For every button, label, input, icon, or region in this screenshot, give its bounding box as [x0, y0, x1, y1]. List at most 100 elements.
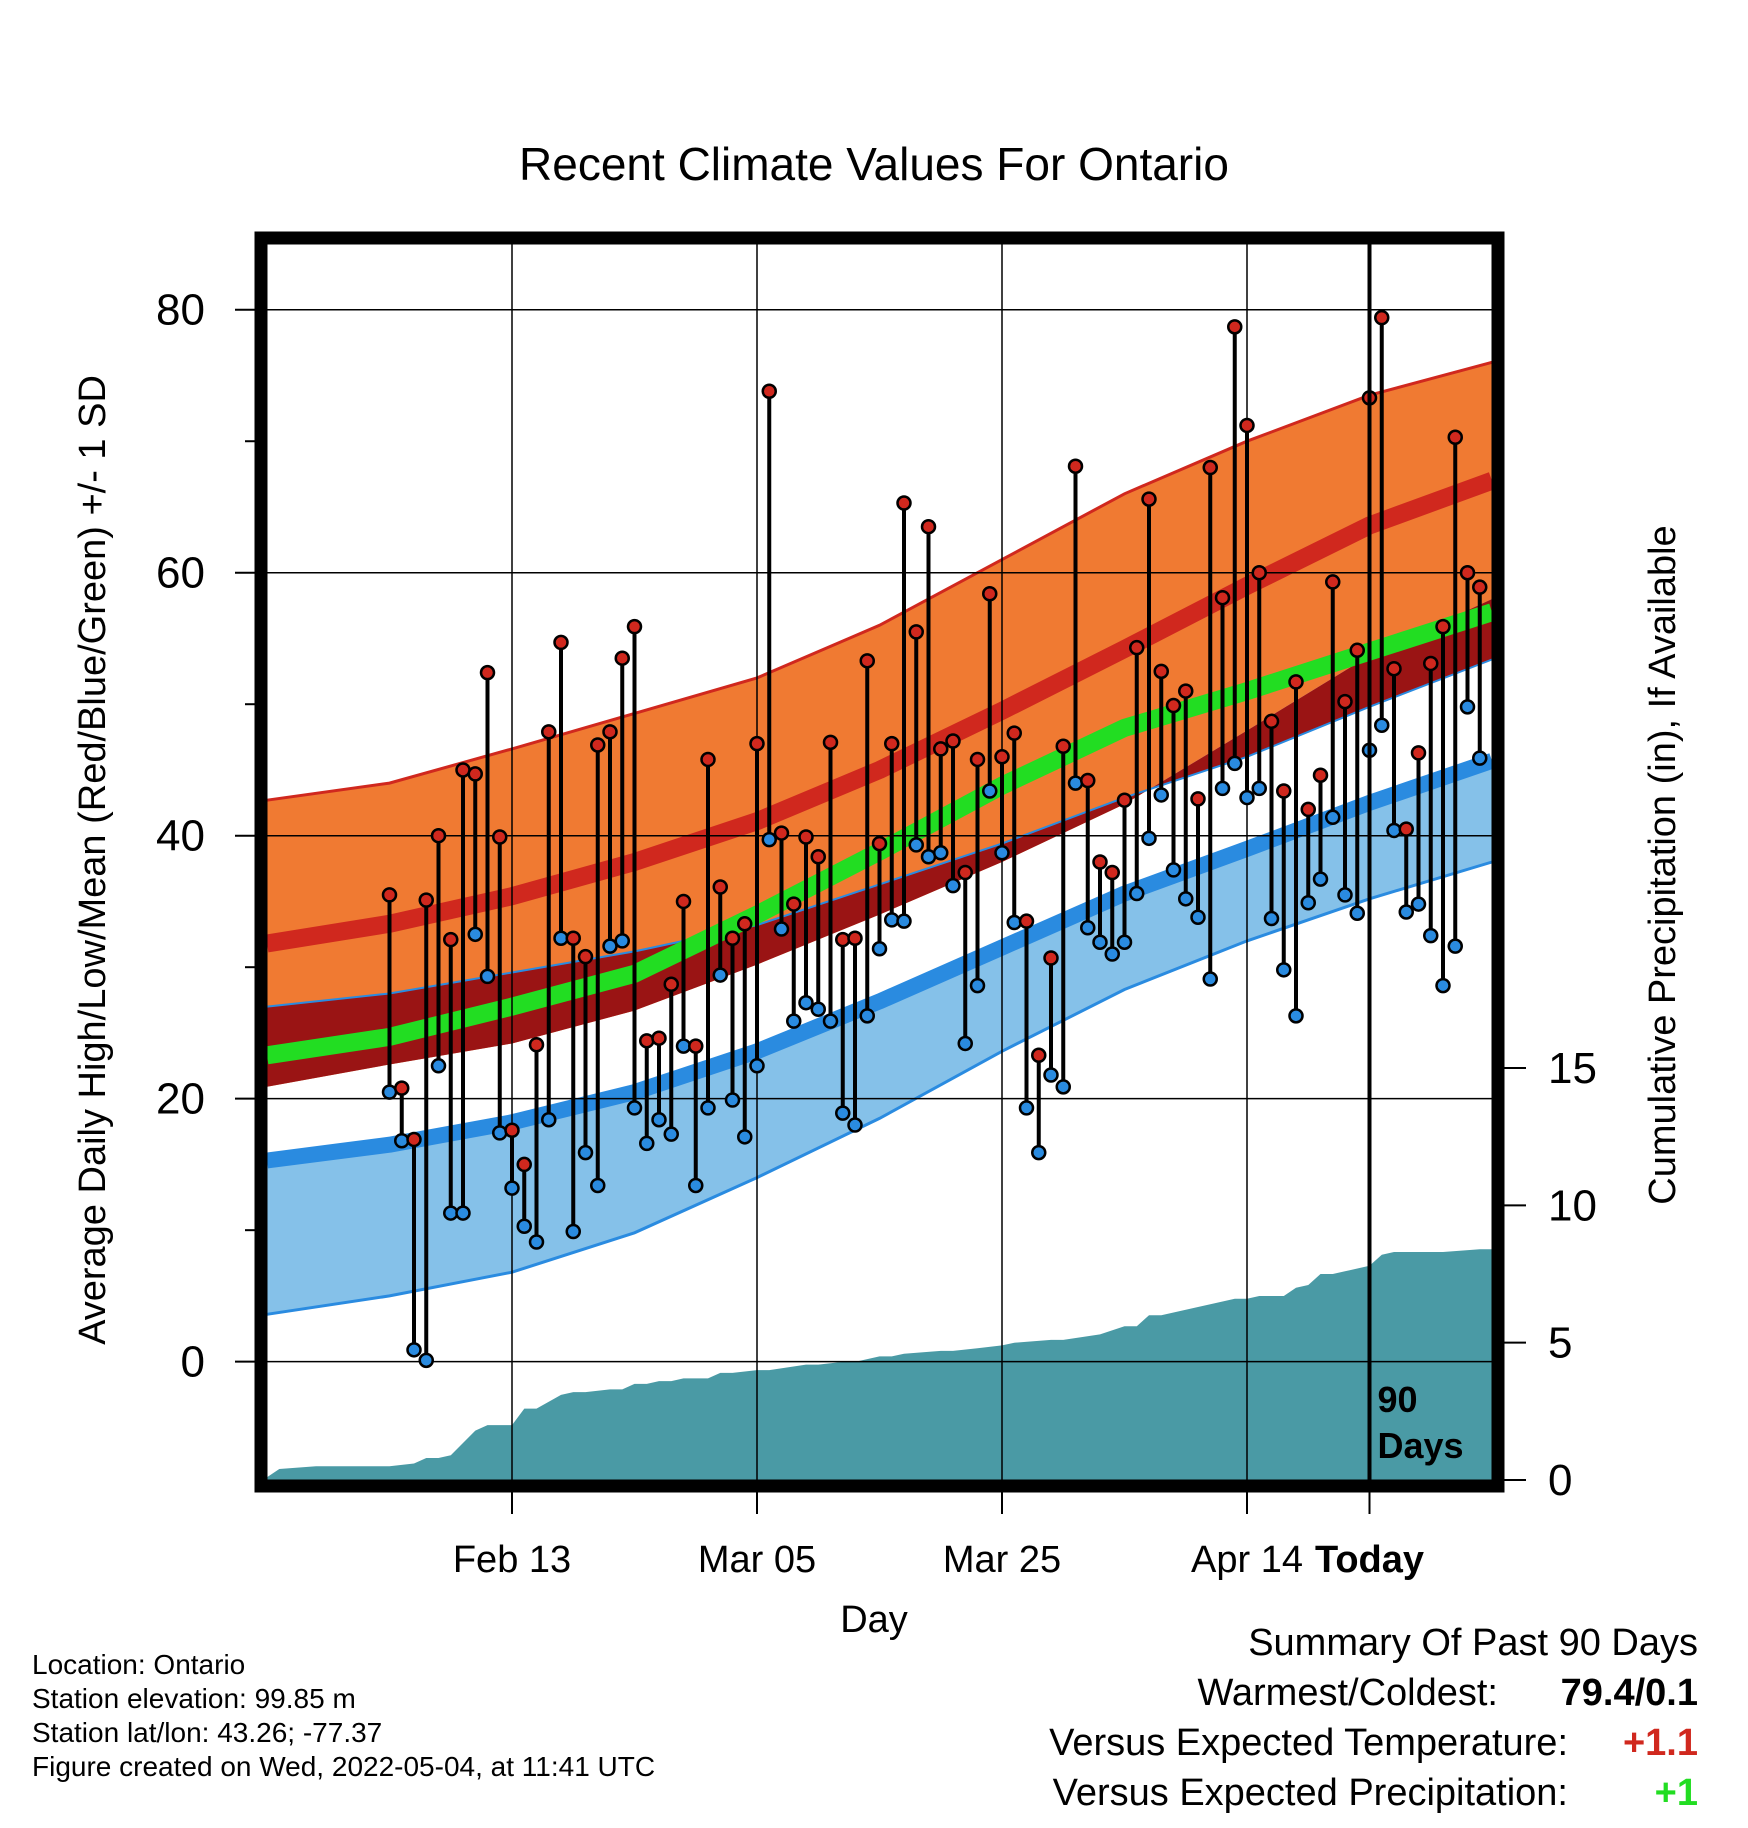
- high-point: [1116, 792, 1133, 808]
- low-point: [590, 1177, 606, 1194]
- y-tick-label: 80: [156, 286, 205, 335]
- high-point: [1104, 864, 1120, 881]
- high-point: [528, 1037, 545, 1053]
- precip-area: [267, 1249, 1492, 1480]
- low-point: [1435, 977, 1451, 994]
- y2-tick-label: 10: [1548, 1181, 1597, 1230]
- high-point: [871, 835, 888, 852]
- low-point: [1116, 934, 1133, 950]
- high-point: [933, 741, 949, 757]
- high-point: [1080, 772, 1096, 789]
- low-point: [406, 1342, 422, 1358]
- high-point: [663, 976, 679, 993]
- low-point: [1214, 780, 1231, 797]
- low-point: [1337, 887, 1353, 903]
- y-tick-label: 40: [156, 812, 205, 861]
- high-point: [1190, 791, 1206, 807]
- high-point: [920, 518, 937, 535]
- low-point: [737, 1129, 753, 1145]
- low-point: [577, 1144, 594, 1161]
- high-point: [1141, 491, 1157, 507]
- high-point: [492, 829, 508, 845]
- low-point: [847, 1117, 863, 1133]
- low-point: [896, 913, 912, 929]
- high-point: [1018, 913, 1035, 929]
- low-point: [1129, 885, 1145, 902]
- low-point: [798, 994, 814, 1011]
- low-point: [1227, 755, 1243, 772]
- high-point: [1374, 309, 1390, 326]
- plot-area: 90 Days 0 20 40 60 80 0 5 10 15 Feb 13 Mar 05 Mar 25 A…: [156, 231, 1597, 1581]
- low-point: [1288, 1008, 1304, 1024]
- high-point: [1092, 854, 1108, 870]
- low-point: [1202, 971, 1218, 987]
- elevation-text: Station elevation: 99.85 m: [32, 1683, 356, 1714]
- low-point: [541, 1111, 557, 1128]
- low-point: [786, 1013, 802, 1029]
- high-point: [1459, 564, 1476, 581]
- low-point: [761, 831, 777, 848]
- high-point: [602, 724, 618, 740]
- low-point: [1031, 1144, 1047, 1161]
- high-point: [1288, 674, 1304, 690]
- high-point: [553, 634, 569, 651]
- high-point: [418, 892, 434, 908]
- low-point: [1018, 1100, 1035, 1116]
- low-point: [1043, 1067, 1059, 1083]
- high-point: [516, 1156, 532, 1173]
- high-point: [1349, 642, 1365, 659]
- high-point: [1043, 950, 1059, 966]
- low-point: [749, 1058, 765, 1074]
- low-point: [639, 1135, 655, 1152]
- high-point: [1386, 660, 1402, 677]
- low-point: [516, 1218, 532, 1234]
- low-point: [871, 941, 888, 957]
- high-point: [406, 1131, 422, 1148]
- high-point: [1263, 713, 1280, 730]
- low-point: [1472, 750, 1488, 766]
- low-point: [822, 1013, 839, 1029]
- high-point: [1178, 683, 1194, 699]
- location-text: Location: Ontario: [32, 1649, 246, 1680]
- high-point: [1410, 745, 1427, 761]
- low-point: [1374, 717, 1390, 734]
- high-point: [675, 893, 692, 910]
- low-point: [1276, 962, 1292, 978]
- low-point: [528, 1234, 545, 1250]
- y2-tick-label: 15: [1548, 1044, 1597, 1093]
- high-point: [651, 1030, 667, 1046]
- low-point: [1165, 862, 1182, 878]
- high-point: [700, 751, 716, 768]
- y2-tick-label: 0: [1548, 1456, 1572, 1505]
- high-point: [639, 1033, 655, 1049]
- low-point: [663, 1126, 679, 1142]
- high-point: [749, 735, 765, 752]
- high-point: [1276, 783, 1292, 799]
- low-point: [1325, 809, 1341, 826]
- y-tick-label: 20: [156, 1075, 205, 1124]
- high-point: [467, 766, 483, 782]
- high-point: [1239, 417, 1255, 434]
- y2-axis-title: Cumulative Precipitation (in), If Availa…: [1642, 525, 1684, 1204]
- high-point: [1031, 1047, 1047, 1064]
- high-point: [798, 829, 814, 845]
- precip-label: Versus Expected Precipitation:: [1052, 1772, 1568, 1814]
- high-point: [504, 1122, 520, 1138]
- low-point: [1251, 780, 1267, 797]
- low-point: [418, 1352, 434, 1369]
- low-point: [1349, 905, 1365, 922]
- high-point: [1435, 618, 1451, 635]
- low-point: [688, 1177, 704, 1194]
- low-point: [602, 938, 618, 954]
- plot-frame: [254, 231, 1505, 1493]
- high-point: [761, 383, 777, 400]
- high-point: [688, 1038, 704, 1054]
- days-label-number: 90: [1378, 1379, 1418, 1420]
- high-point: [1129, 639, 1145, 656]
- high-point: [479, 664, 496, 681]
- low-point: [1067, 775, 1084, 791]
- high-point: [810, 848, 826, 865]
- low-point: [773, 921, 790, 937]
- low-point: [1312, 871, 1329, 887]
